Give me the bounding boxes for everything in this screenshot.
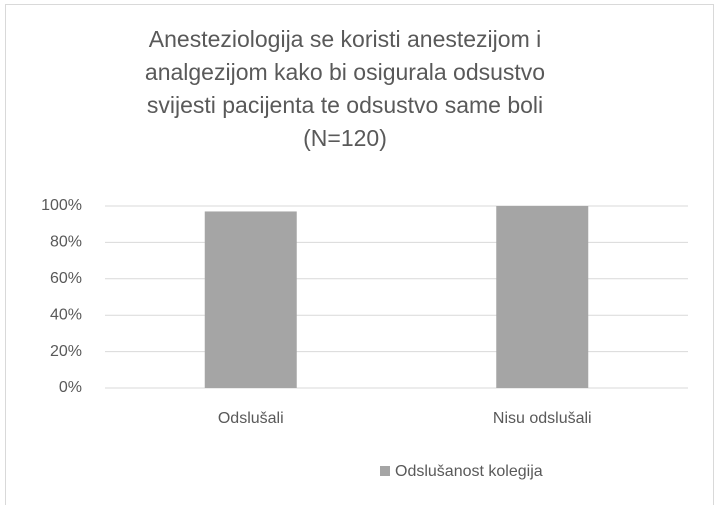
x-tick-label: Nisu odslušali [493,410,592,427]
y-tick-label: 80% [50,234,82,251]
chart-title: analgezijom kako bi osigurala odsustvo [145,59,545,85]
y-tick-label: 60% [50,270,82,287]
y-tick-label: 20% [50,343,82,360]
bar [204,211,297,388]
chart-title: (N=120) [303,125,387,151]
y-tick-label: 100% [41,197,82,214]
chart-frame [5,4,714,505]
legend-swatch [380,466,390,476]
y-tick-label: 40% [50,306,82,323]
chart-title: svijesti pacijenta te odsustvo same boli [147,92,543,118]
legend-label: Odslušanost kolegija [395,463,543,480]
chart-title: Anesteziologija se koristi anestezijom i [149,26,541,52]
bar [496,206,589,388]
x-tick-label: Odslušali [218,410,284,427]
y-tick-label: 0% [59,379,82,396]
